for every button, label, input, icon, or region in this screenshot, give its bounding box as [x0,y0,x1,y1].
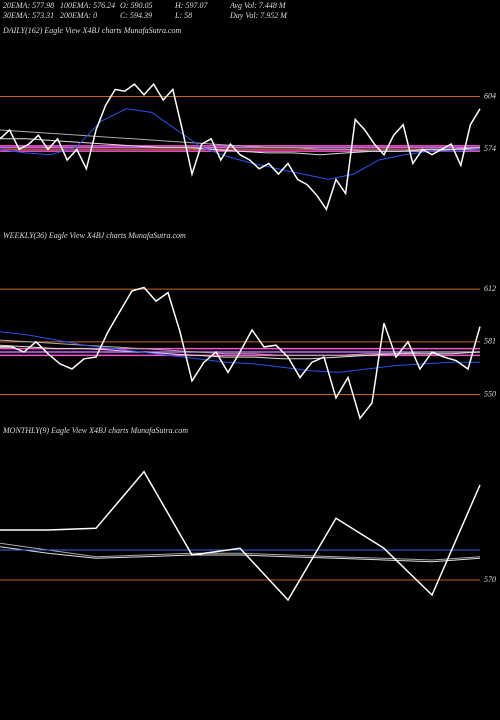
header-stat: 30EMA: 573.31 [2,11,54,20]
price-line [0,546,481,563]
header-stat: 20EMA: 577.98 [3,1,54,10]
header-stat: H: 597.07 [174,1,208,10]
header-stat: C: 594.39 [120,11,152,20]
price-line [0,138,481,156]
header-stat: 200EMA: 0 [60,11,97,20]
price-line [0,286,481,420]
panel-title: MONTHLY(9) Eagle View X4BJ charts Munafa… [2,426,188,435]
panel-title: DAILY(162) Eagle View X4BJ charts Munafa… [2,26,182,35]
price-line [0,344,481,360]
price-line [0,82,481,212]
header-stat: Day Vol: 7.952 M [229,11,288,20]
price-line [0,470,481,602]
y-tick-label: 570 [484,575,496,584]
y-tick-label: 550 [484,389,496,398]
price-line [0,331,480,373]
panel-title: WEEKLY(36) Eagle View X4BJ charts Munafa… [3,231,186,240]
y-tick-label: 604 [484,91,496,100]
y-tick-label: 612 [484,284,496,293]
y-tick-label: 574 [484,144,496,153]
header-stat: O: 590.05 [120,1,152,10]
price-line [0,108,481,180]
price-line [0,542,481,561]
header-stat: Avg Vol: 7.448 M [229,1,287,10]
header-stat: 100EMA: 576.24 [60,1,115,10]
y-tick-label: 581 [484,337,496,346]
header-stat: L: 58 [174,11,192,20]
